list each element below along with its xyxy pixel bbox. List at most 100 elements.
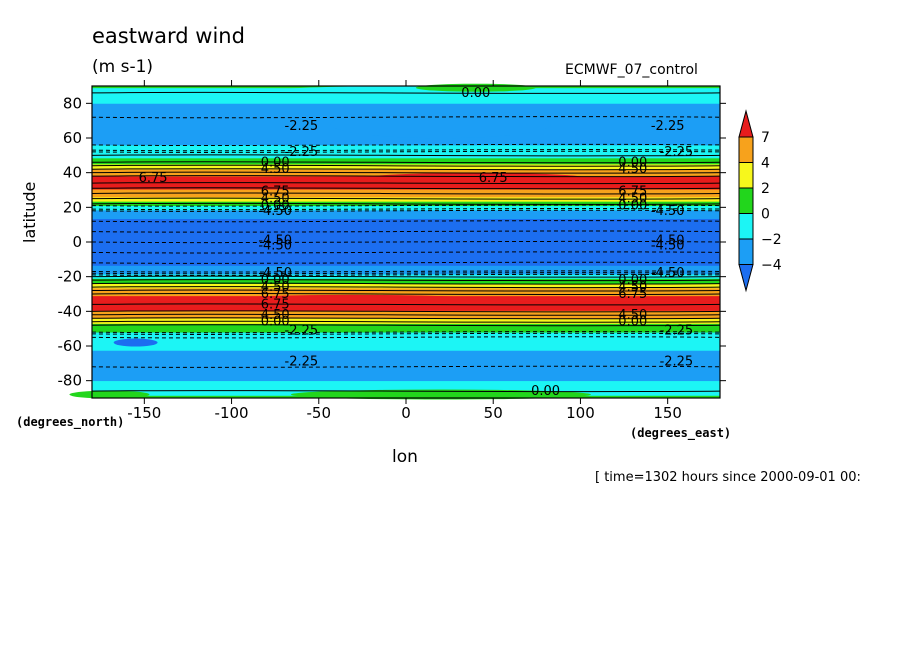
shade-band	[92, 281, 720, 284]
shade-band	[92, 359, 720, 361]
contour-line-dashed	[91, 261, 721, 264]
shade-band	[92, 158, 720, 161]
x-tick-label: 100	[566, 404, 595, 422]
contour-label: 0.00	[261, 273, 290, 288]
shade-band	[92, 215, 720, 217]
shade-band	[92, 232, 720, 234]
shade-band	[92, 307, 720, 310]
contour-label: -2.25	[285, 355, 319, 370]
contour-line-dashed	[91, 336, 721, 339]
south-dark-blue-patch	[113, 338, 158, 347]
shade-band	[92, 195, 720, 197]
shade-band	[92, 372, 720, 374]
contour-label: -4.50	[651, 238, 685, 253]
shade-band	[92, 210, 720, 213]
contour-label: 6.75	[479, 171, 508, 186]
contour-line-solid	[91, 389, 721, 393]
shade-band	[92, 147, 720, 149]
contour-line-solid	[91, 285, 721, 289]
shade-band	[92, 242, 720, 245]
shade-band	[92, 189, 720, 191]
colorbar-label: −4	[761, 258, 782, 274]
shade-band	[92, 326, 720, 328]
shade-band	[92, 264, 720, 266]
shade-band	[92, 290, 720, 292]
shade-band	[92, 292, 720, 294]
shade-band	[92, 325, 720, 327]
contour-label: 6.75	[261, 185, 290, 200]
shade-band	[92, 344, 720, 346]
shade-band	[92, 369, 720, 371]
contour-line-dashed	[91, 230, 721, 233]
shade-band	[92, 348, 720, 350]
shade-band	[92, 159, 720, 161]
shade-band	[92, 240, 720, 242]
shade-band	[92, 332, 720, 334]
shade-band	[92, 354, 720, 356]
shade-band	[92, 188, 720, 190]
shade-band	[92, 102, 720, 104]
contour-label: 4.50	[618, 162, 647, 177]
shade-band	[92, 149, 720, 151]
shade-band	[92, 204, 720, 206]
shade-band	[92, 212, 720, 214]
shade-band	[92, 379, 720, 382]
shade-band	[92, 239, 720, 241]
shade-band	[92, 278, 720, 280]
shade-band	[92, 270, 720, 272]
contour-line-solid	[91, 168, 721, 171]
shade-band	[92, 355, 720, 357]
shade-band	[92, 170, 720, 172]
shade-band	[92, 283, 720, 285]
colorbar-label: 0	[761, 207, 770, 223]
shade-band	[92, 306, 720, 308]
contour-line-dashed	[91, 272, 721, 275]
contour-label: 0.00	[261, 199, 290, 214]
shade-band	[92, 370, 720, 372]
y-tick-label: 20	[63, 198, 82, 216]
contour-label: 4.50	[261, 192, 290, 207]
shade-band	[92, 206, 720, 208]
shade-band	[92, 196, 720, 198]
shade-band	[92, 218, 720, 220]
shade-band	[92, 381, 720, 383]
shade-band	[92, 340, 720, 343]
shade-band	[92, 378, 720, 381]
shade-band	[92, 246, 720, 248]
shade-band	[92, 145, 720, 148]
shade-band	[92, 146, 720, 148]
shade-band	[92, 109, 720, 111]
contour-label: 4.50	[261, 162, 290, 177]
shade-band	[92, 359, 720, 362]
shade-band	[92, 249, 720, 252]
shade-band	[92, 294, 720, 296]
shade-band	[92, 328, 720, 330]
shade-band	[92, 103, 720, 105]
shade-band	[92, 196, 720, 199]
shade-band	[92, 260, 720, 262]
shade-band	[92, 250, 720, 252]
shade-band	[92, 190, 720, 192]
colorbar-top-arrow	[738, 109, 754, 138]
shade-band	[92, 383, 720, 385]
contour-label: 4.50	[618, 192, 647, 207]
shade-band	[92, 244, 720, 246]
shade-band	[92, 157, 720, 160]
contour-label: -2.25	[660, 323, 694, 338]
contour-label: 0.00	[618, 315, 647, 330]
axes: -150 -100 -50 0 50 100 150 -80 -60 -40 -20 0 20 40 60 8…	[58, 80, 726, 422]
contour-line-solid	[91, 181, 721, 185]
contour-label: -2.25	[285, 323, 319, 338]
shade-band	[92, 268, 720, 270]
contour-line-solid	[91, 275, 721, 278]
contour-line-dashed	[91, 150, 721, 153]
contour-line-solid	[91, 320, 721, 323]
north-jet-core	[365, 172, 586, 183]
shade-band	[92, 284, 720, 286]
shade-band	[92, 318, 720, 320]
contour-label: -2.25	[660, 145, 694, 160]
shade-band	[92, 308, 720, 310]
shade-band	[92, 346, 720, 349]
contour-line-dashed	[91, 240, 721, 244]
shade-band	[92, 331, 720, 333]
